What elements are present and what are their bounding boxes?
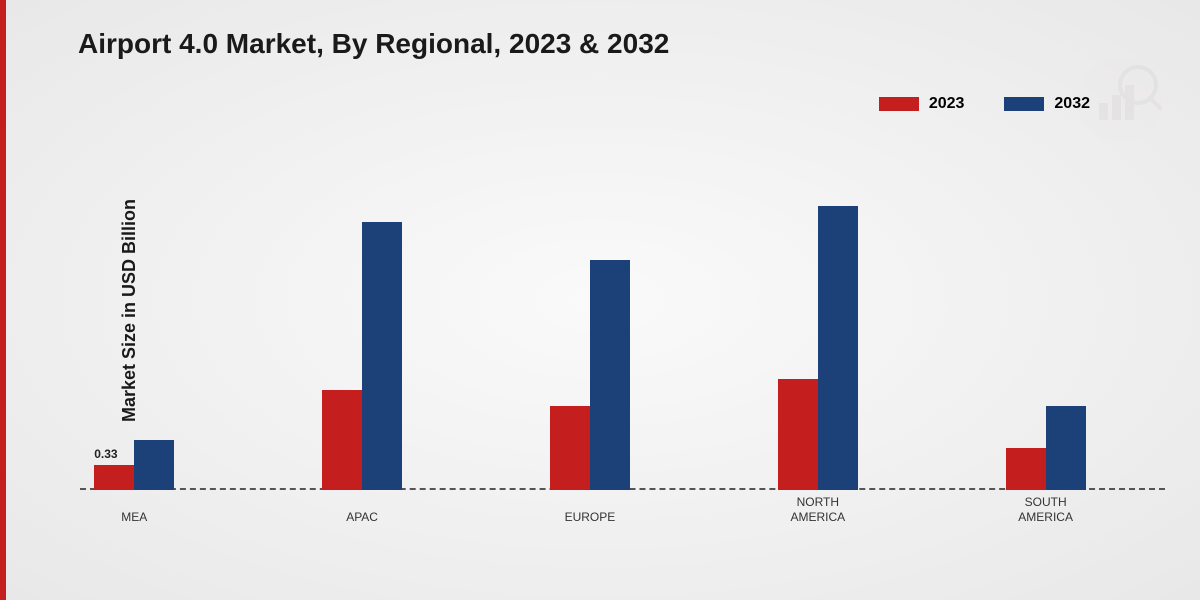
bar-2023 <box>550 406 590 490</box>
bar-2032 <box>362 222 402 490</box>
plot-area: MEA0.33APACEUROPENORTH AMERICASOUTH AMER… <box>80 145 1165 490</box>
category-label: NORTH AMERICA <box>758 495 878 524</box>
category-label: MEA <box>74 510 194 524</box>
bar-2023 <box>1006 448 1046 490</box>
bar-group <box>758 206 878 490</box>
bar-group <box>530 260 650 490</box>
bar-group <box>74 440 194 490</box>
category-label: SOUTH AMERICA <box>986 495 1106 524</box>
legend-label-2032: 2032 <box>1054 95 1090 113</box>
bar-group <box>986 406 1106 490</box>
legend-item-2023: 2023 <box>879 95 965 113</box>
bar-2032 <box>590 260 630 490</box>
bar-group <box>302 222 422 490</box>
legend: 2023 2032 <box>879 95 1090 113</box>
bar-2032 <box>1046 406 1086 490</box>
legend-swatch-2032 <box>1004 97 1044 111</box>
legend-item-2032: 2032 <box>1004 95 1090 113</box>
category-label: EUROPE <box>530 510 650 524</box>
bar-2032 <box>134 440 174 490</box>
bar-2023 <box>322 390 362 490</box>
accent-bar <box>0 0 6 600</box>
bar-2023 <box>778 379 818 490</box>
legend-swatch-2023 <box>879 97 919 111</box>
bar-2023 <box>94 465 134 490</box>
chart-title: Airport 4.0 Market, By Regional, 2023 & … <box>78 28 669 60</box>
bar-value-label: 0.33 <box>94 447 117 461</box>
bar-2032 <box>818 206 858 490</box>
legend-label-2023: 2023 <box>929 95 965 113</box>
category-label: APAC <box>302 510 422 524</box>
